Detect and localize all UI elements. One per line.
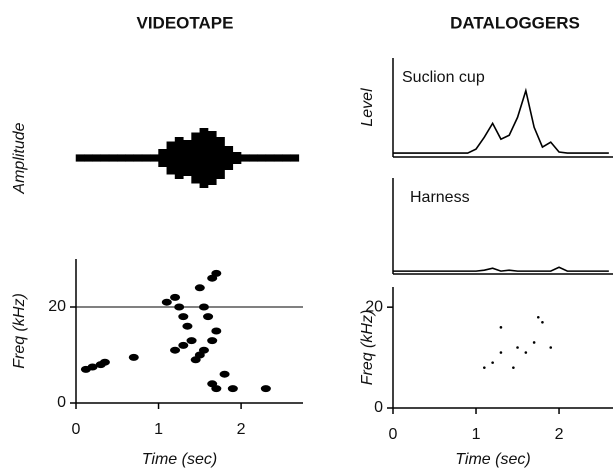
waveform-segment [282, 154, 291, 162]
spectrogram-point [99, 358, 110, 366]
spectrogram-point [178, 341, 189, 349]
waveform-segment [249, 154, 258, 162]
spectrogram-point [211, 385, 222, 393]
spectrogram-point [194, 284, 205, 292]
waveform-segment [92, 154, 102, 162]
waveform-segment [150, 154, 159, 162]
y-axis-label: Freq (kHz) [11, 293, 28, 369]
panel-label: Harness [410, 189, 470, 206]
waveform-segment [199, 128, 209, 188]
y-tick-label: 0 [374, 399, 383, 416]
waveform-segment [290, 154, 300, 162]
spectrogram-point [182, 322, 193, 330]
spectrogram-point [549, 346, 553, 349]
spectrogram-point [536, 315, 540, 319]
waveform-segment [117, 154, 126, 162]
y-axis-label: Level [359, 88, 376, 127]
waveform-segment [265, 154, 275, 162]
spectrogram-point [483, 366, 486, 369]
waveform-segment [84, 154, 93, 162]
waveform-segment [257, 154, 267, 162]
column-heading: DATALOGGERS [450, 13, 580, 32]
y-tick-label: 0 [57, 394, 66, 411]
spectrogram-point [211, 269, 222, 277]
level-line [393, 87, 609, 154]
spectrogram-point [198, 346, 209, 354]
spectrogram-point [499, 351, 503, 354]
waveform-segment [166, 141, 176, 175]
spectrogram-point [178, 313, 189, 321]
x-tick-label: 2 [237, 421, 246, 438]
panel-label: Suclion cup [402, 69, 485, 86]
x-axis-label: Time (sec) [455, 451, 530, 468]
level-line [393, 266, 609, 272]
column-heading: VIDEOTAPE [137, 13, 234, 32]
spectrogram-point [499, 326, 503, 329]
x-axis-label: Time (sec) [142, 451, 217, 468]
spectrogram-point [128, 353, 139, 361]
y-axis-label: Freq (kHz) [359, 310, 376, 386]
waveform-segment [273, 154, 283, 162]
y-tick-label: 20 [365, 298, 383, 315]
waveform-segment [183, 140, 192, 176]
x-tick-label: 1 [154, 421, 163, 438]
waveform-segment [224, 146, 234, 170]
waveform-segment [191, 132, 201, 184]
spectrogram-point [186, 337, 197, 345]
waveform-segment [174, 137, 184, 179]
waveform-segment [240, 154, 250, 162]
spectrogram-point [170, 346, 181, 354]
spectrogram-point [219, 370, 230, 378]
x-tick-label: 1 [472, 426, 481, 443]
spectrogram-point [203, 313, 214, 321]
waveform-segment [232, 152, 242, 164]
spectrogram-point [227, 385, 238, 393]
waveform-segment [108, 154, 118, 162]
spectrogram-point [524, 351, 528, 354]
x-tick-label: 0 [72, 421, 81, 438]
waveform-segment [207, 131, 217, 185]
spectrogram-point [516, 346, 519, 349]
spectrogram-point [541, 320, 544, 324]
waveform-segment [158, 149, 168, 167]
spectrogram-point [198, 303, 209, 311]
spectrogram-point [211, 327, 222, 335]
spectrogram-point [174, 303, 185, 311]
spectrogram-point [260, 385, 271, 393]
spectrogram-point [161, 298, 172, 306]
waveform-segment [75, 154, 85, 162]
spectrogram-point [207, 337, 218, 345]
x-tick-label: 2 [555, 426, 564, 443]
spectrogram-point [87, 363, 98, 371]
waveform-segment [216, 137, 225, 179]
waveform-segment [133, 154, 143, 162]
waveform-segment [125, 154, 135, 162]
spectrogram-point [532, 341, 536, 344]
waveform-segment [100, 154, 110, 162]
x-tick-label: 0 [389, 426, 398, 443]
spectrogram-point [491, 361, 494, 364]
y-axis-label: Amplitude [11, 122, 28, 194]
spectrogram-point [170, 293, 181, 301]
waveform-segment [141, 154, 151, 162]
y-tick-label: 20 [48, 298, 66, 315]
spectrogram-point [512, 366, 515, 369]
